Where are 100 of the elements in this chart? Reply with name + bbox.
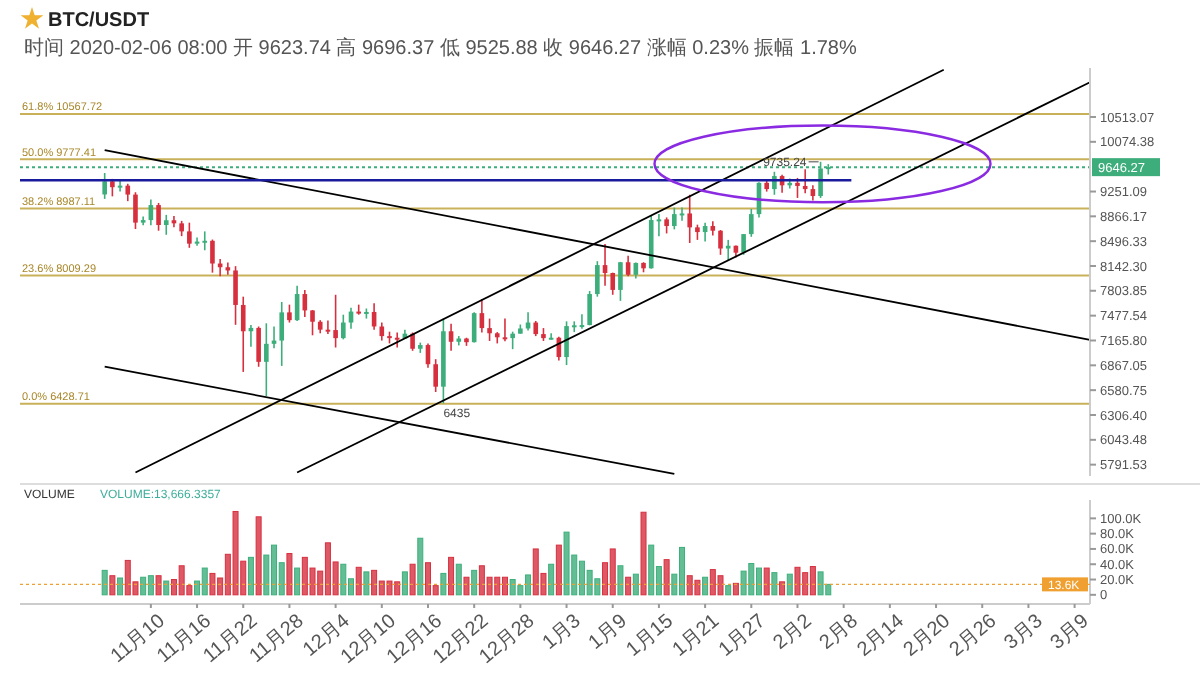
bar xyxy=(809,566,816,596)
bar xyxy=(679,546,686,596)
candlestick xyxy=(725,239,731,262)
bar xyxy=(717,575,724,596)
bar xyxy=(494,576,501,596)
candlestick xyxy=(202,230,208,252)
bar xyxy=(632,573,639,596)
bar xyxy=(532,548,539,596)
bar xyxy=(255,516,262,596)
bar xyxy=(294,567,301,596)
bar xyxy=(124,559,131,596)
candlestick xyxy=(133,191,138,230)
x-tick-label: 3月9 xyxy=(1046,609,1095,655)
bar xyxy=(640,511,647,596)
bar xyxy=(286,553,293,596)
candlestick xyxy=(163,214,169,236)
candlestick xyxy=(240,295,246,373)
candlestick xyxy=(379,321,385,342)
bar xyxy=(779,581,786,596)
bar xyxy=(424,562,431,596)
candlestick xyxy=(156,202,161,232)
candlestick xyxy=(795,177,800,199)
bar xyxy=(147,575,154,596)
x-tick-label: 3月3 xyxy=(1000,609,1048,655)
bar xyxy=(440,572,447,596)
x-tick-label: 1月3 xyxy=(538,609,587,655)
bar xyxy=(271,544,278,596)
candlestick xyxy=(410,331,415,352)
bar xyxy=(324,542,331,596)
candlestick xyxy=(356,303,362,316)
bar xyxy=(509,579,516,596)
candlestick xyxy=(279,301,285,367)
candlestick xyxy=(564,320,569,366)
bar xyxy=(140,576,147,596)
bar xyxy=(155,575,162,596)
candlestick xyxy=(210,238,215,274)
bar xyxy=(355,566,362,596)
candlestick xyxy=(102,172,107,200)
candlestick xyxy=(333,293,338,349)
bar xyxy=(340,563,347,596)
candlestick xyxy=(394,331,400,349)
bar xyxy=(663,559,670,596)
candlestick xyxy=(187,221,192,249)
candlestick xyxy=(264,322,269,397)
bar xyxy=(686,575,693,596)
bar xyxy=(101,569,108,596)
bar xyxy=(232,510,239,596)
bar xyxy=(501,576,508,596)
candlestick xyxy=(748,208,754,238)
x-tick-label: 2月26 xyxy=(946,609,1002,662)
bar xyxy=(748,562,755,596)
candlestick xyxy=(310,309,315,337)
candlestick xyxy=(487,317,492,342)
candlestick xyxy=(448,322,454,352)
candlestick xyxy=(433,358,438,393)
bar xyxy=(578,560,585,596)
bar xyxy=(725,585,732,596)
bar xyxy=(163,580,170,596)
bar xyxy=(786,573,793,596)
bar xyxy=(394,581,401,596)
candlestick xyxy=(233,265,238,326)
bar xyxy=(740,570,747,596)
bar xyxy=(417,537,424,596)
bar xyxy=(763,567,770,596)
bar xyxy=(371,569,378,596)
bar xyxy=(247,556,254,596)
bar xyxy=(563,531,570,596)
candlestick xyxy=(595,260,600,298)
bar xyxy=(209,572,216,596)
x-tick-label: 1月27 xyxy=(715,609,771,662)
chart-title: BTC/USDT xyxy=(48,10,150,32)
bar xyxy=(525,574,532,596)
bar xyxy=(178,565,185,596)
bar xyxy=(471,569,478,596)
candlestick xyxy=(718,229,723,256)
candlestick xyxy=(587,290,592,327)
candlestick xyxy=(256,325,261,368)
bar xyxy=(363,571,370,596)
candlestick xyxy=(687,193,693,244)
bar xyxy=(201,567,208,596)
bar xyxy=(702,576,709,596)
chart-subtitle: 时间 2020-02-06 08:00 开 9623.74 高 9696.37 低 9525.88 收 9646.27 涨幅 0.23% 振幅 1.78% xyxy=(24,36,857,60)
candlestick xyxy=(625,255,631,278)
bar xyxy=(109,575,116,596)
candlestick xyxy=(672,206,677,231)
bar xyxy=(448,556,455,596)
bar xyxy=(709,569,716,596)
bar xyxy=(455,563,462,596)
bar xyxy=(401,571,408,596)
bar xyxy=(386,580,393,596)
bar xyxy=(755,567,762,596)
candlestick xyxy=(618,261,623,302)
bar xyxy=(694,579,701,596)
candlestick xyxy=(341,313,346,341)
bar xyxy=(117,577,124,596)
bar xyxy=(609,548,616,596)
bar xyxy=(732,582,739,596)
bar xyxy=(463,576,470,596)
x-tick-label: 2月2 xyxy=(769,609,818,655)
bar xyxy=(409,563,416,596)
